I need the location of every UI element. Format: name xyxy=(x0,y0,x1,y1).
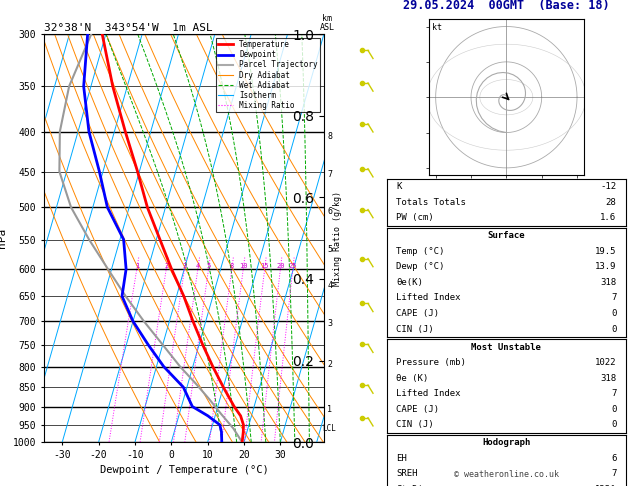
Text: © weatheronline.co.uk: © weatheronline.co.uk xyxy=(454,469,559,479)
Text: 2: 2 xyxy=(164,263,169,269)
Text: 3: 3 xyxy=(327,319,332,328)
Text: 2: 2 xyxy=(327,360,332,369)
Text: Hodograph: Hodograph xyxy=(482,438,530,447)
Text: 6: 6 xyxy=(611,454,616,463)
Y-axis label: hPa: hPa xyxy=(0,228,8,248)
Text: Temp (°C): Temp (°C) xyxy=(396,247,445,256)
Text: 15: 15 xyxy=(260,263,269,269)
Text: 4: 4 xyxy=(196,263,200,269)
Text: 8: 8 xyxy=(230,263,234,269)
Text: 6: 6 xyxy=(327,208,332,216)
Text: 318: 318 xyxy=(600,278,616,287)
Text: 28: 28 xyxy=(606,198,616,207)
Text: 4: 4 xyxy=(327,281,332,290)
Text: 7: 7 xyxy=(611,389,616,398)
Text: 20: 20 xyxy=(276,263,285,269)
Text: Most Unstable: Most Unstable xyxy=(471,343,542,351)
Text: 318: 318 xyxy=(600,374,616,382)
Text: CAPE (J): CAPE (J) xyxy=(396,309,440,318)
Legend: Temperature, Dewpoint, Parcel Trajectory, Dry Adiabat, Wet Adiabat, Isotherm, Mi: Temperature, Dewpoint, Parcel Trajectory… xyxy=(216,38,320,112)
Text: kt: kt xyxy=(432,23,442,32)
Text: 19.5: 19.5 xyxy=(595,247,616,256)
Text: 13.9: 13.9 xyxy=(595,262,616,271)
Text: 7: 7 xyxy=(611,294,616,302)
Text: θe(K): θe(K) xyxy=(396,278,423,287)
Text: SREH: SREH xyxy=(396,469,418,478)
Text: 29.05.2024  00GMT  (Base: 18): 29.05.2024 00GMT (Base: 18) xyxy=(403,0,610,12)
Text: 25: 25 xyxy=(289,263,297,269)
Text: 1.6: 1.6 xyxy=(600,213,616,222)
Text: 1022: 1022 xyxy=(595,358,616,367)
Text: 0: 0 xyxy=(611,309,616,318)
Text: 7: 7 xyxy=(611,469,616,478)
Text: 10: 10 xyxy=(239,263,247,269)
Text: 0: 0 xyxy=(611,405,616,414)
Text: 123°: 123° xyxy=(595,485,616,486)
Text: LCL: LCL xyxy=(323,424,337,433)
Text: 3: 3 xyxy=(182,263,187,269)
Text: StmDir: StmDir xyxy=(396,485,428,486)
Text: 5: 5 xyxy=(327,245,332,254)
Text: 0: 0 xyxy=(611,325,616,333)
Text: Totals Totals: Totals Totals xyxy=(396,198,466,207)
Text: 7: 7 xyxy=(327,170,332,179)
Text: Surface: Surface xyxy=(487,231,525,240)
X-axis label: Dewpoint / Temperature (°C): Dewpoint / Temperature (°C) xyxy=(99,466,269,475)
Text: 5: 5 xyxy=(206,263,211,269)
Text: Dewp (°C): Dewp (°C) xyxy=(396,262,445,271)
Text: 1: 1 xyxy=(135,263,139,269)
Text: EH: EH xyxy=(396,454,407,463)
Text: CIN (J): CIN (J) xyxy=(396,325,434,333)
Text: km
ASL: km ASL xyxy=(320,14,335,32)
Text: Lifted Index: Lifted Index xyxy=(396,389,461,398)
Text: 8: 8 xyxy=(327,132,332,141)
Text: 32°38'N  343°54'W  1m ASL: 32°38'N 343°54'W 1m ASL xyxy=(44,23,213,33)
Text: Mixing Ratio (g/kg): Mixing Ratio (g/kg) xyxy=(333,191,342,286)
Text: Pressure (mb): Pressure (mb) xyxy=(396,358,466,367)
Text: PW (cm): PW (cm) xyxy=(396,213,434,222)
Text: CAPE (J): CAPE (J) xyxy=(396,405,440,414)
Text: 0: 0 xyxy=(611,420,616,429)
Text: K: K xyxy=(396,182,402,191)
Text: 1: 1 xyxy=(327,405,332,414)
Text: θe (K): θe (K) xyxy=(396,374,428,382)
Text: CIN (J): CIN (J) xyxy=(396,420,434,429)
Text: Lifted Index: Lifted Index xyxy=(396,294,461,302)
Text: -12: -12 xyxy=(600,182,616,191)
